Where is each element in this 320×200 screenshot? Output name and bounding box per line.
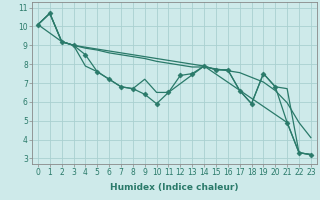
X-axis label: Humidex (Indice chaleur): Humidex (Indice chaleur) <box>110 183 239 192</box>
